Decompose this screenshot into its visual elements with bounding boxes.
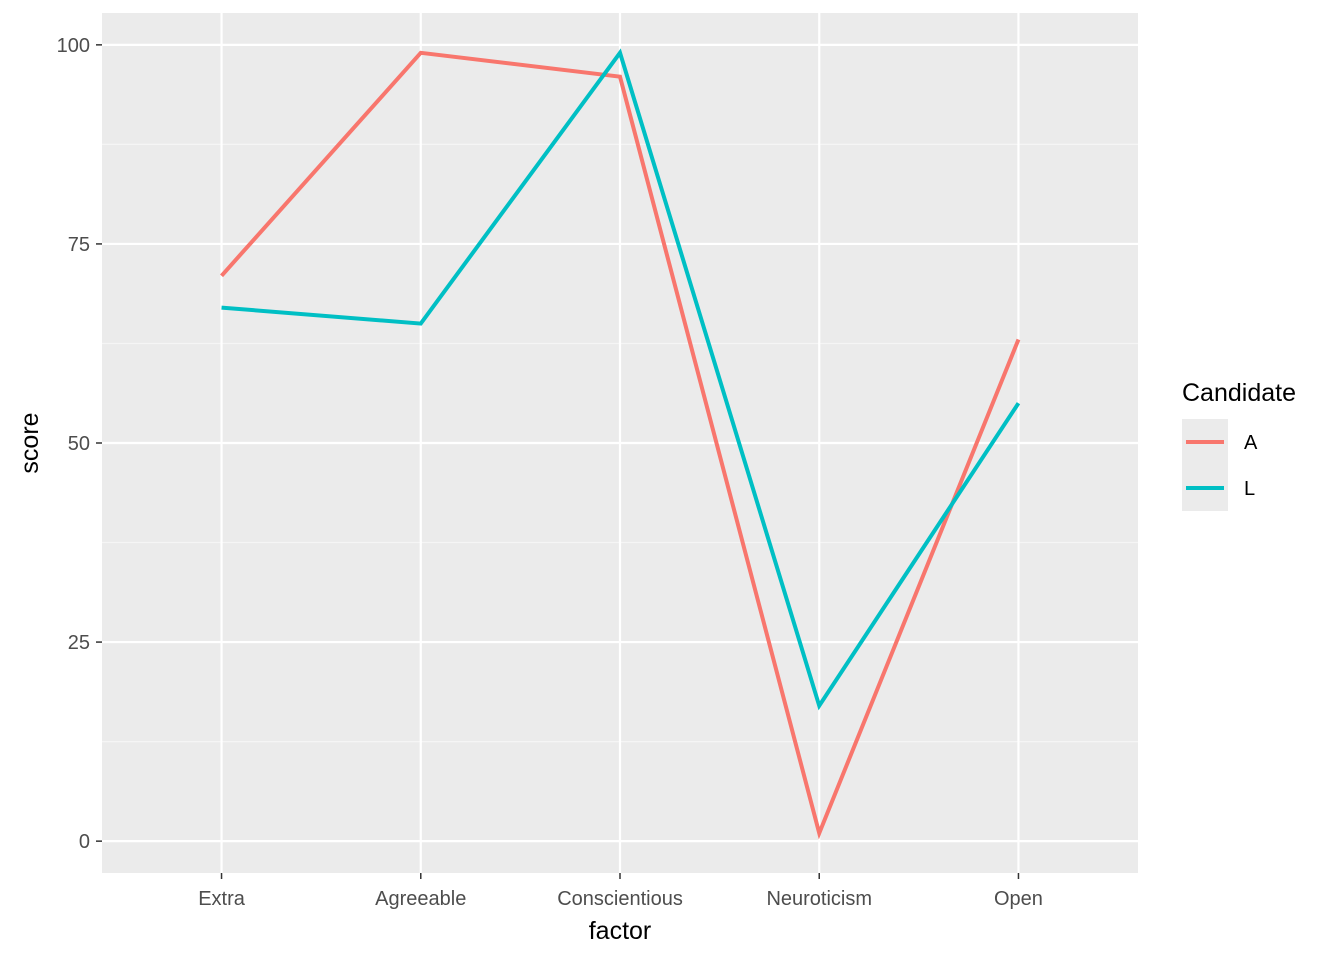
- legend-title: Candidate: [1182, 379, 1296, 407]
- x-tick-label: Extra: [198, 888, 246, 910]
- series-line-L: [221, 48, 1021, 711]
- legend: Candidate AL: [1182, 379, 1296, 511]
- y-tick-label: 100: [57, 35, 90, 57]
- x-axis: Extra Agreeable Conscientious Neuroticism Op…: [198, 873, 1043, 910]
- major-gridlines: [102, 13, 1138, 873]
- y-tick-label: 0: [79, 831, 90, 853]
- y-tick-label: 25: [68, 632, 90, 654]
- series-line-A: [220, 50, 1021, 840]
- legend-keys: AL: [1182, 419, 1258, 511]
- legend-item-L: L: [1182, 465, 1255, 511]
- x-tick-label: Neuroticism: [766, 888, 872, 910]
- y-tick-label: 75: [68, 234, 90, 256]
- legend-label: A: [1244, 432, 1258, 454]
- x-tick-label: Agreeable: [375, 888, 466, 910]
- x-tick-label: Conscientious: [557, 888, 683, 910]
- series-lines: [220, 48, 1021, 840]
- y-tick-label: 50: [68, 433, 90, 455]
- y-axis-title: score: [16, 412, 44, 473]
- legend-item-A: A: [1182, 419, 1258, 465]
- y-axis: 0 25 50 75 100: [57, 35, 102, 853]
- x-axis-title: factor: [589, 917, 652, 945]
- legend-label: L: [1244, 478, 1255, 500]
- x-tick-label: Open: [994, 888, 1043, 910]
